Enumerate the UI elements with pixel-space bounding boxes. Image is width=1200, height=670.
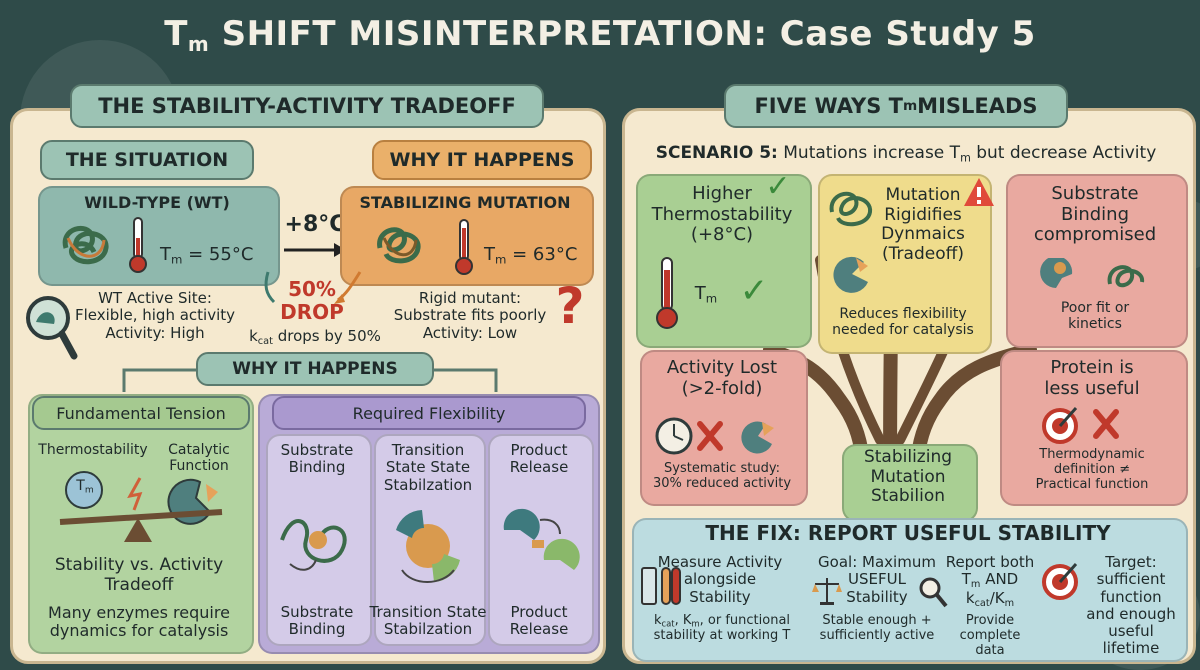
target-icon — [1042, 563, 1078, 600]
fix-item-1-head: Measure Activity alongside Stability — [657, 553, 783, 606]
card-substrate-binding — [1006, 174, 1188, 348]
flex-top-3: Product Release — [509, 441, 569, 477]
fix-item-3-note: Provide complete data — [959, 613, 1021, 658]
tradeoff-label: Stability vs. Activity Tradeoff — [54, 555, 224, 595]
pacman-enzyme-icon — [833, 256, 868, 293]
check-icon-2: ✓ — [739, 271, 769, 311]
center-label: Stabilizing Mutation Stabilion — [863, 447, 953, 507]
lost-title: Activity Lost (>2-fold) — [666, 357, 778, 399]
target-x-icon — [1042, 407, 1119, 444]
thermometer-high-icon — [656, 257, 678, 329]
thermometer-icon — [129, 217, 147, 273]
card-less-useful — [1000, 350, 1188, 506]
flex-top-1: Substrate Binding — [280, 441, 354, 477]
lost-note: Systematic study: 30% reduced activity — [652, 461, 792, 491]
scenario-line: SCENARIO 5: Mutations increase Tm but de… — [655, 143, 1157, 165]
product-release-icon — [503, 508, 580, 570]
scale-icon — [812, 578, 842, 605]
warning-icon — [964, 178, 994, 206]
flex-bottom-3: Product Release — [509, 603, 569, 639]
protein-knot-icon — [62, 225, 109, 265]
kcat-label: kcat drops by 50% — [249, 327, 381, 347]
fix-item-2-note: Stable enough + sufficiently active — [819, 613, 935, 643]
rigid-title: Mutation Rigidifies Dynmaics (Tradeoff) — [881, 185, 965, 264]
useful-title: Protein is less useful — [1044, 357, 1140, 399]
mut-tm: Tm = 63°C — [484, 244, 578, 267]
left-header: THE STABILITY-ACTIVITY TRADEOFF — [70, 84, 544, 128]
thermometer-hot-icon — [455, 219, 473, 275]
clock-x-icon — [655, 417, 774, 455]
fix-item-3-head: Report both Tm AND kcat/Km — [945, 553, 1035, 610]
substrate-title: Substrate Binding compromised — [1033, 183, 1157, 246]
wild-type-title: WILD-TYPE (WT) — [84, 193, 230, 212]
tm-shift-label: +8°C — [284, 212, 346, 237]
higher-title: Higher Thermostability (+8°C) — [651, 183, 793, 246]
lab-tubes-icon — [641, 567, 681, 605]
higher-tm: Tm — [694, 283, 718, 306]
wt-tm: Tm = 55°C — [160, 244, 254, 267]
mutation-title: STABILIZING MUTATION — [359, 193, 571, 212]
useful-note: Thermodynamic definition ≠ Practical fun… — [1035, 447, 1149, 492]
tm-symbol: Tm — [76, 478, 94, 496]
search-icon — [919, 577, 948, 608]
fix-item-1-note: kcat, Km, or functional stability at work… — [653, 613, 791, 644]
fix-title: THE FIX: REPORT USEFUL STABILITY — [705, 521, 1111, 545]
substrate-binding-icon — [280, 519, 347, 571]
seesaw-icon — [59, 471, 223, 542]
flex-bottom-1: Substrate Binding — [280, 603, 354, 639]
substrate-note: Poor fit or kinetics — [1060, 300, 1130, 333]
situation-label: THE SITUATION — [40, 140, 254, 180]
mismatch-icon — [1040, 258, 1145, 288]
protein-icon — [829, 191, 872, 227]
flex-bottom-2: Transition State Stabilzation — [369, 603, 487, 639]
tension-title: Fundamental Tension — [32, 396, 250, 430]
catalytic-label: Catalytic Function — [168, 442, 230, 475]
page-title: Tm SHIFT MISINTERPRETATION: Case Study 5 — [164, 14, 1036, 56]
flexibility-title: Required Flexibility — [272, 396, 586, 430]
fix-box — [632, 518, 1188, 662]
dynamics-note: Many enzymes require dynamics for cataly… — [48, 603, 230, 641]
magnifier-icon — [26, 296, 78, 360]
transition-state-icon — [396, 510, 460, 583]
fix-item-2-head: Goal: Maximum USEFUL Stability — [818, 553, 936, 606]
thermostability-label: Thermostability — [38, 442, 148, 458]
rigid-protein-icon — [377, 227, 421, 264]
drop-label: 50% DROP — [280, 277, 344, 324]
drop-arrows-icon — [264, 271, 362, 304]
why-label-2: WHY IT HAPPENS — [196, 352, 434, 386]
shift-arrow-icon — [284, 243, 346, 257]
question-mark-icon: ? — [555, 277, 585, 335]
check-icon: ✓ — [765, 169, 791, 204]
rigid-note: Reduces flexibility needed for catalysis — [832, 306, 974, 339]
wt-active-site: WT Active Site: Flexible, high activity … — [74, 289, 236, 342]
mutant-active-site: Rigid mutant: Substrate fits poorly Acti… — [393, 289, 547, 342]
fix-item-4-head: Target: sufficient function and enough u… — [1086, 553, 1176, 658]
flex-top-2: Transition State State Stabilzation — [383, 441, 473, 494]
why-label: WHY IT HAPPENS — [372, 140, 592, 180]
